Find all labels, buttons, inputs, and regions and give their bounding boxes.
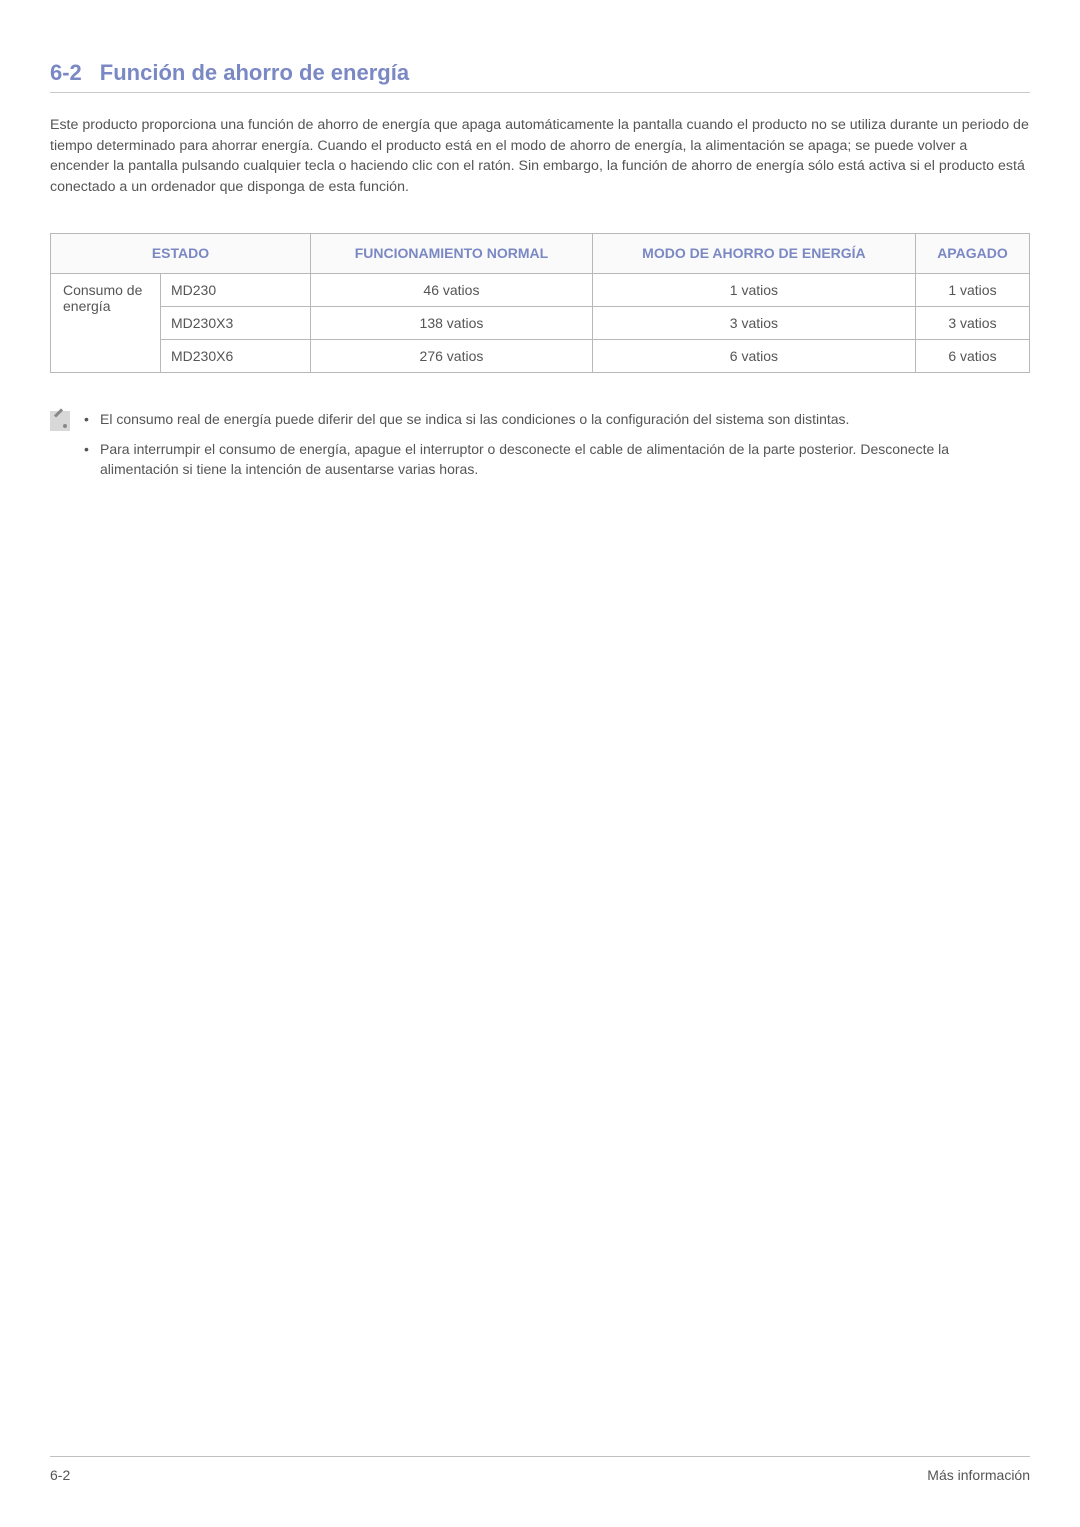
notes-block: El consumo real de energía puede diferir… <box>50 409 1030 490</box>
cell-off: 3 vatios <box>915 306 1029 339</box>
page-footer: 6-2 Más información <box>50 1456 1030 1483</box>
cell-saving: 1 vatios <box>592 273 915 306</box>
cell-off: 6 vatios <box>915 339 1029 372</box>
section-header: 6-2 Función de ahorro de energía <box>50 60 1030 93</box>
row-label: Consumo de energía <box>51 273 161 372</box>
intro-paragraph: Este producto proporciona una función de… <box>50 115 1030 197</box>
cell-normal: 276 vatios <box>311 339 593 372</box>
th-saving: MODO DE AHORRO DE ENERGÍA <box>592 234 915 273</box>
cell-saving: 6 vatios <box>592 339 915 372</box>
cell-model: MD230X3 <box>161 306 311 339</box>
cell-model: MD230X6 <box>161 339 311 372</box>
footer-left: 6-2 <box>50 1467 70 1483</box>
table-header-row: ESTADO FUNCIONAMIENTO NORMAL MODO DE AHO… <box>51 234 1030 273</box>
cell-model: MD230 <box>161 273 311 306</box>
table-row: MD230X3 138 vatios 3 vatios 3 vatios <box>51 306 1030 339</box>
section-title: Función de ahorro de energía <box>100 60 409 85</box>
th-normal: FUNCIONAMIENTO NORMAL <box>311 234 593 273</box>
note-item: El consumo real de energía puede diferir… <box>78 409 1030 429</box>
table-row: MD230X6 276 vatios 6 vatios 6 vatios <box>51 339 1030 372</box>
note-item: Para interrumpir el consumo de energía, … <box>78 439 1030 480</box>
cell-off: 1 vatios <box>915 273 1029 306</box>
cell-normal: 138 vatios <box>311 306 593 339</box>
power-consumption-table: ESTADO FUNCIONAMIENTO NORMAL MODO DE AHO… <box>50 233 1030 372</box>
section-number: 6-2 <box>50 60 82 85</box>
th-estado: ESTADO <box>51 234 311 273</box>
table-row: Consumo de energía MD230 46 vatios 1 vat… <box>51 273 1030 306</box>
notes-list: El consumo real de energía puede diferir… <box>78 409 1030 490</box>
th-off: APAGADO <box>915 234 1029 273</box>
cell-saving: 3 vatios <box>592 306 915 339</box>
note-icon <box>50 411 70 431</box>
cell-normal: 46 vatios <box>311 273 593 306</box>
footer-right: Más información <box>927 1467 1030 1483</box>
